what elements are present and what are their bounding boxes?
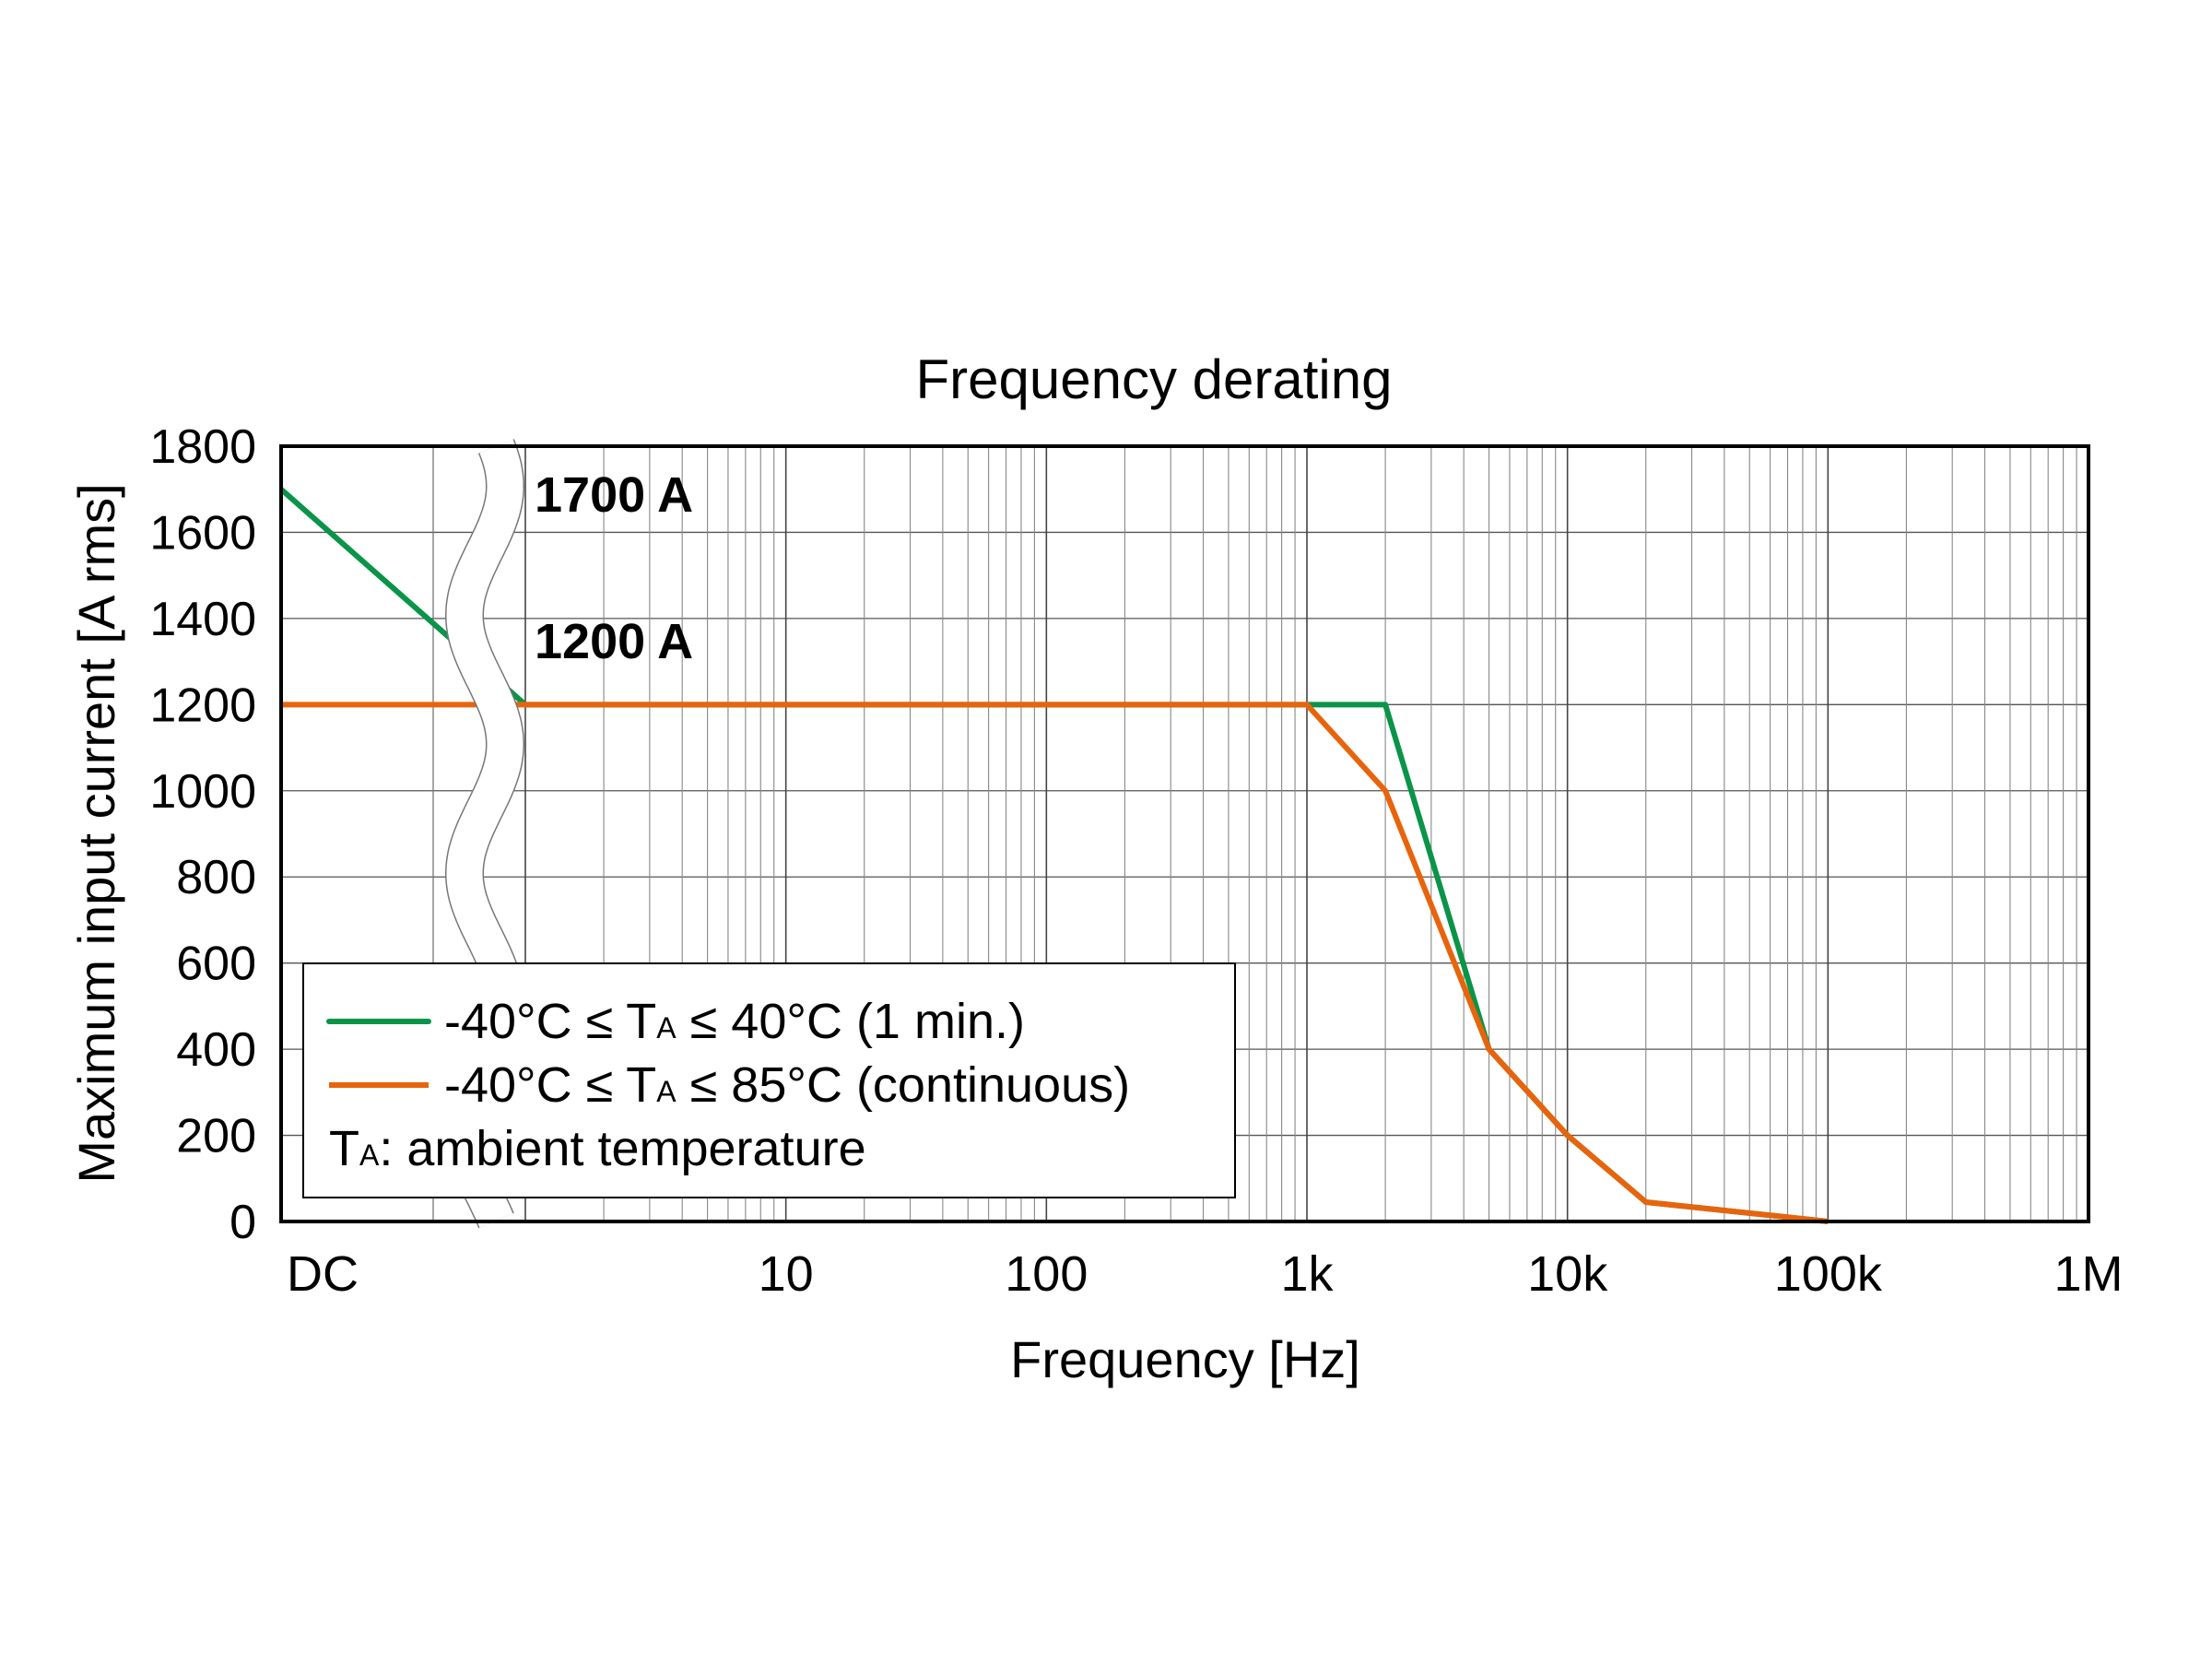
x-tick-label: 1k <box>1280 1246 1334 1302</box>
y-tick-label: 1200 <box>149 679 256 732</box>
y-tick-label: 1800 <box>149 420 256 474</box>
series-lines <box>279 487 1829 1224</box>
legend-box <box>302 962 1236 1198</box>
y-axis-label: Maximum input current [A rms] <box>67 483 125 1183</box>
annotation-1700a: 1700 A <box>535 467 693 523</box>
x-tick-label: 100 <box>1005 1246 1088 1302</box>
y-tick-label: 1000 <box>149 765 256 819</box>
legend: -40°C ≤ TA ≤ 40°C (1 min.) -40°C ≤ TA ≤ … <box>302 962 1236 1198</box>
x-tick-label: 10 <box>759 1246 814 1302</box>
x-tick-label: DC <box>287 1246 359 1302</box>
y-tick-label: 1600 <box>149 506 256 560</box>
legend-label-1-min: -40°C ≤ TA ≤ 40°C (1 min.) <box>444 994 1025 1049</box>
y-tick-labels: 0 200 400 600 800 1000 1200 1400 1600 1800 <box>149 420 256 1249</box>
legend-label-continuous: -40°C ≤ TA ≤ 85°C (continuous) <box>444 1057 1130 1113</box>
y-tick-label: 800 <box>176 851 256 904</box>
x-axis-label: Frequency [Hz] <box>1010 1330 1360 1388</box>
y-tick-label: 400 <box>176 1023 256 1077</box>
plot-frame <box>279 444 2090 1223</box>
y-tick-label: 1400 <box>149 593 256 646</box>
x-tick-label: 100k <box>1774 1246 1883 1302</box>
x-tick-label: 1M <box>2053 1246 2123 1302</box>
series-line-1 <box>281 702 1829 1224</box>
annotation-1200a: 1200 A <box>535 614 693 669</box>
chart-title: Frequency derating <box>916 348 1393 410</box>
x-tick-labels: DC 10 100 1k 10k 100k 1M <box>287 1246 2124 1302</box>
y-tick-label: 0 <box>229 1196 256 1249</box>
y-tick-label: 600 <box>176 938 256 991</box>
y-tick-label: 200 <box>176 1110 256 1163</box>
legend-note-ambient: TA: ambient temperature <box>329 1121 866 1176</box>
x-tick-label: 10k <box>1527 1246 1608 1302</box>
